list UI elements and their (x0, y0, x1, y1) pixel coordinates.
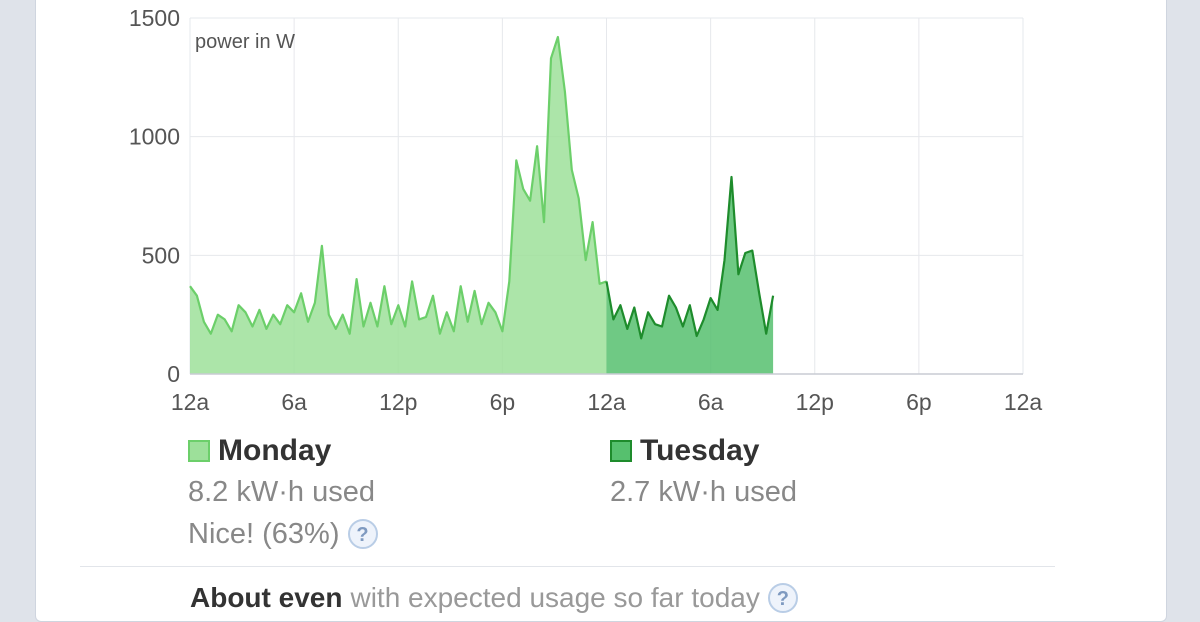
series-line-monday (189, 35, 607, 335)
about-help-icon[interactable]: ? (767, 583, 798, 613)
x-tick-label: 6a (698, 389, 724, 415)
tuesday-swatch (610, 440, 632, 462)
divider (80, 566, 1055, 567)
unit-label: power in W (195, 31, 295, 53)
x-tick-label: 12a (171, 389, 210, 415)
x-tick-label: 6p (490, 389, 516, 415)
monday-swatch (188, 440, 210, 462)
legend-tuesday-header: Tuesday (610, 436, 797, 466)
monday-score-text: Nice! (63%) (188, 517, 340, 550)
monday-score: Nice! (63%) ? (188, 519, 378, 549)
x-tick-label: 12a (1004, 389, 1043, 415)
x-tick-label: 6p (906, 389, 932, 415)
legend-monday: Monday 8.2 kW·h used Nice! (63%) ? (188, 436, 378, 549)
help-icon[interactable]: ? (347, 519, 378, 549)
tuesday-usage: 2.7 kW·h used (610, 476, 797, 508)
about-status-text: with expected usage so far today (350, 582, 760, 613)
about-status-bold: About even (190, 582, 343, 613)
x-tick-label: 12p (796, 389, 834, 415)
tuesday-label: Tuesday (640, 434, 760, 467)
monday-usage: 8.2 kW·h used (188, 476, 375, 508)
series-area-tuesday (606, 177, 774, 374)
legend-tuesday: Tuesday 2.7 kW·h used (610, 436, 797, 507)
series-line-tuesday (605, 175, 775, 340)
about-status: About even with expected usage so far to… (190, 582, 798, 614)
y-tick-label: 1000 (129, 124, 180, 150)
power-chart: 12a 6a 12p 6p 12a 6a 12p 6p 12a050010001500power… (129, 5, 1043, 415)
monday-label: Monday (218, 434, 332, 467)
y-tick-label: 0 (167, 361, 180, 387)
y-tick-label: 500 (142, 242, 180, 268)
x-tick-label: 12a (587, 389, 626, 415)
y-tick-label: 1500 (129, 5, 180, 31)
legend-monday-header: Monday (188, 436, 378, 466)
x-tick-label: 12p (379, 389, 417, 415)
x-tick-label: 6a (281, 389, 307, 415)
